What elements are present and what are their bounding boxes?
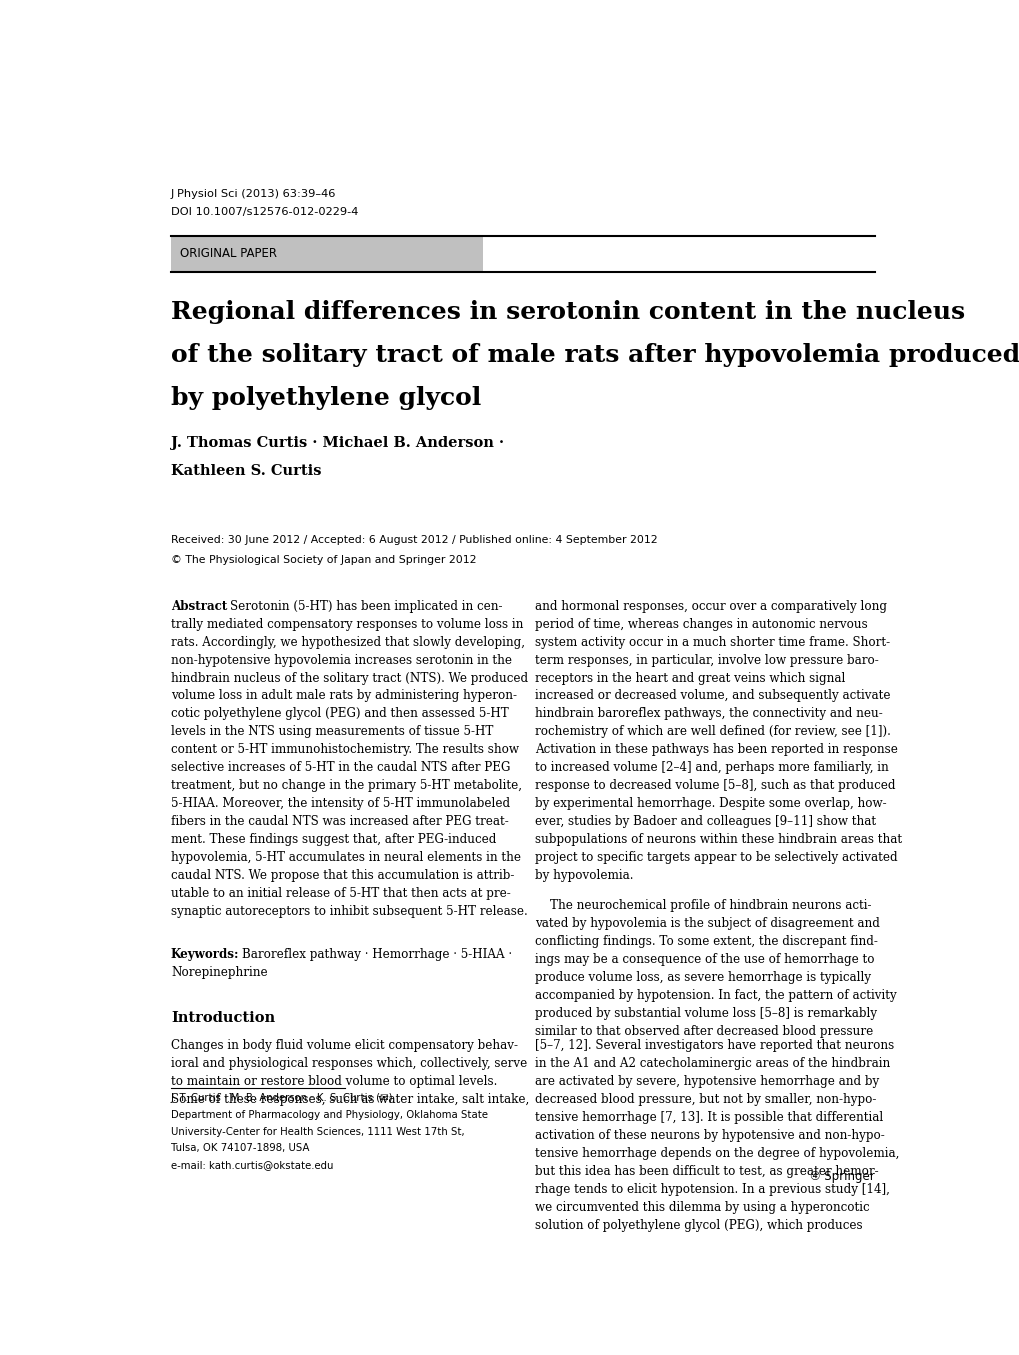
Text: Activation in these pathways has been reported in response: Activation in these pathways has been re… (534, 744, 897, 756)
Text: J Physiol Sci (2013) 63:39–46: J Physiol Sci (2013) 63:39–46 (171, 188, 336, 199)
Text: ment. These findings suggest that, after PEG-induced: ment. These findings suggest that, after… (171, 833, 496, 846)
Text: treatment, but no change in the primary 5-HT metabolite,: treatment, but no change in the primary … (171, 779, 522, 793)
Text: vated by hypovolemia is the subject of disagreement and: vated by hypovolemia is the subject of d… (534, 917, 878, 931)
Text: Received: 30 June 2012 / Accepted: 6 August 2012 / Published online: 4 September: Received: 30 June 2012 / Accepted: 6 Aug… (171, 535, 657, 545)
Text: hindbrain baroreflex pathways, the connectivity and neu-: hindbrain baroreflex pathways, the conne… (534, 707, 881, 721)
Text: synaptic autoreceptors to inhibit subsequent 5-HT release.: synaptic autoreceptors to inhibit subseq… (171, 905, 527, 917)
Text: and hormonal responses, occur over a comparatively long: and hormonal responses, occur over a com… (534, 600, 886, 612)
Text: hypovolemia, 5-HT accumulates in neural elements in the: hypovolemia, 5-HT accumulates in neural … (171, 851, 521, 864)
Text: [5–7, 12]. Several investigators have reported that neurons: [5–7, 12]. Several investigators have re… (534, 1039, 893, 1053)
Text: ever, studies by Badoer and colleagues [9–11] show that: ever, studies by Badoer and colleagues [… (534, 816, 875, 828)
Text: selective increases of 5-HT in the caudal NTS after PEG: selective increases of 5-HT in the cauda… (171, 762, 509, 774)
Text: rats. Accordingly, we hypothesized that slowly developing,: rats. Accordingly, we hypothesized that … (171, 635, 525, 649)
Text: Department of Pharmacology and Physiology, Oklahoma State: Department of Pharmacology and Physiolog… (171, 1110, 487, 1121)
Text: produce volume loss, as severe hemorrhage is typically: produce volume loss, as severe hemorrhag… (534, 972, 870, 984)
Text: rochemistry of which are well defined (for review, see [1]).: rochemistry of which are well defined (f… (534, 725, 890, 738)
Text: Norepinephrine: Norepinephrine (171, 966, 267, 978)
Text: hindbrain nucleus of the solitary tract (NTS). We produced: hindbrain nucleus of the solitary tract … (171, 672, 528, 684)
Text: tensive hemorrhage depends on the degree of hypovolemia,: tensive hemorrhage depends on the degree… (534, 1148, 898, 1160)
FancyBboxPatch shape (171, 237, 483, 271)
Text: by polyethylene glycol: by polyethylene glycol (171, 386, 481, 409)
Text: rhage tends to elicit hypotension. In a previous study [14],: rhage tends to elicit hypotension. In a … (534, 1183, 889, 1196)
Text: J. T. Curtis · M. B. Anderson · K. S. Curtis (✉): J. T. Curtis · M. B. Anderson · K. S. Cu… (171, 1093, 393, 1103)
Text: similar to that observed after decreased blood pressure: similar to that observed after decreased… (534, 1026, 872, 1038)
Text: period of time, whereas changes in autonomic nervous: period of time, whereas changes in auton… (534, 618, 866, 630)
Text: activation of these neurons by hypotensive and non-hypo-: activation of these neurons by hypotensi… (534, 1129, 883, 1142)
Text: cotic polyethylene glycol (PEG) and then assessed 5-HT: cotic polyethylene glycol (PEG) and then… (171, 707, 508, 721)
Text: J. Thomas Curtis · Michael B. Anderson ·: J. Thomas Curtis · Michael B. Anderson · (171, 436, 503, 450)
Text: term responses, in particular, involve low pressure baro-: term responses, in particular, involve l… (534, 653, 877, 667)
Text: to increased volume [2–4] and, perhaps more familiarly, in: to increased volume [2–4] and, perhaps m… (534, 762, 888, 774)
Text: ioral and physiological responses which, collectively, serve: ioral and physiological responses which,… (171, 1057, 527, 1070)
Text: response to decreased volume [5–8], such as that produced: response to decreased volume [5–8], such… (534, 779, 895, 793)
Text: ORIGINAL PAPER: ORIGINAL PAPER (180, 248, 277, 260)
Text: by hypovolemia.: by hypovolemia. (534, 869, 633, 882)
Text: levels in the NTS using measurements of tissue 5-HT: levels in the NTS using measurements of … (171, 725, 493, 738)
Text: increased or decreased volume, and subsequently activate: increased or decreased volume, and subse… (534, 690, 890, 702)
Text: trally mediated compensatory responses to volume loss in: trally mediated compensatory responses t… (171, 618, 523, 630)
Text: project to specific targets appear to be selectively activated: project to specific targets appear to be… (534, 851, 897, 864)
Text: utable to an initial release of 5-HT that then acts at pre-: utable to an initial release of 5-HT tha… (171, 888, 511, 900)
Text: Some of these responses, such as water intake, salt intake,: Some of these responses, such as water i… (171, 1093, 529, 1106)
Text: receptors in the heart and great veins which signal: receptors in the heart and great veins w… (534, 672, 844, 684)
Text: Baroreflex pathway · Hemorrhage · 5-HIAA ·: Baroreflex pathway · Hemorrhage · 5-HIAA… (242, 948, 512, 961)
Text: Tulsa, OK 74107-1898, USA: Tulsa, OK 74107-1898, USA (171, 1144, 309, 1153)
Text: ings may be a consequence of the use of hemorrhage to: ings may be a consequence of the use of … (534, 954, 873, 966)
Text: volume loss in adult male rats by administering hyperon-: volume loss in adult male rats by admini… (171, 690, 517, 702)
Text: to maintain or restore blood volume to optimal levels.: to maintain or restore blood volume to o… (171, 1076, 497, 1088)
Text: system activity occur in a much shorter time frame. Short-: system activity occur in a much shorter … (534, 635, 889, 649)
Text: e-mail: kath.curtis@okstate.edu: e-mail: kath.curtis@okstate.edu (171, 1160, 333, 1171)
Text: of the solitary tract of male rats after hypovolemia produced: of the solitary tract of male rats after… (171, 343, 1019, 367)
Text: content or 5-HT immunohistochemistry. The results show: content or 5-HT immunohistochemistry. Th… (171, 744, 519, 756)
Text: University-Center for Health Sciences, 1111 West 17th St,: University-Center for Health Sciences, 1… (171, 1126, 464, 1137)
Text: by experimental hemorrhage. Despite some overlap, how-: by experimental hemorrhage. Despite some… (534, 797, 886, 810)
Text: conflicting findings. To some extent, the discrepant find-: conflicting findings. To some extent, th… (534, 935, 876, 948)
Text: DOI 10.1007/s12576-012-0229-4: DOI 10.1007/s12576-012-0229-4 (171, 207, 358, 217)
Text: The neurochemical profile of hindbrain neurons acti-: The neurochemical profile of hindbrain n… (534, 900, 870, 912)
Text: caudal NTS. We propose that this accumulation is attrib-: caudal NTS. We propose that this accumul… (171, 869, 514, 882)
Text: Serotonin (5-HT) has been implicated in cen-: Serotonin (5-HT) has been implicated in … (230, 600, 502, 612)
Text: Regional differences in serotonin content in the nucleus: Regional differences in serotonin conten… (171, 301, 964, 324)
Text: solution of polyethylene glycol (PEG), which produces: solution of polyethylene glycol (PEG), w… (534, 1220, 861, 1232)
Text: are activated by severe, hypotensive hemorrhage and by: are activated by severe, hypotensive hem… (534, 1076, 878, 1088)
Text: non-hypotensive hypovolemia increases serotonin in the: non-hypotensive hypovolemia increases se… (171, 653, 512, 667)
Text: 5-HIAA. Moreover, the intensity of 5-HT immunolabeled: 5-HIAA. Moreover, the intensity of 5-HT … (171, 797, 509, 810)
Text: fibers in the caudal NTS was increased after PEG treat-: fibers in the caudal NTS was increased a… (171, 816, 508, 828)
Text: Kathleen S. Curtis: Kathleen S. Curtis (171, 465, 321, 478)
Text: Changes in body fluid volume elicit compensatory behav-: Changes in body fluid volume elicit comp… (171, 1039, 518, 1053)
Text: subpopulations of neurons within these hindbrain areas that: subpopulations of neurons within these h… (534, 833, 901, 846)
Text: decreased blood pressure, but not by smaller, non-hypo-: decreased blood pressure, but not by sma… (534, 1093, 875, 1106)
Text: but this idea has been difficult to test, as greater hemor-: but this idea has been difficult to test… (534, 1165, 877, 1177)
Text: Keywords:: Keywords: (171, 948, 239, 961)
Text: Abstract: Abstract (171, 600, 227, 612)
Text: produced by substantial volume loss [5–8] is remarkably: produced by substantial volume loss [5–8… (534, 1007, 876, 1020)
Text: tensive hemorrhage [7, 13]. It is possible that differential: tensive hemorrhage [7, 13]. It is possib… (534, 1111, 882, 1125)
Text: we circumvented this dilemma by using a hyperoncotic: we circumvented this dilemma by using a … (534, 1201, 868, 1214)
Text: Introduction: Introduction (171, 1011, 275, 1024)
Text: ④ Springer: ④ Springer (809, 1169, 873, 1183)
Text: accompanied by hypotension. In fact, the pattern of activity: accompanied by hypotension. In fact, the… (534, 989, 896, 1003)
Text: © The Physiological Society of Japan and Springer 2012: © The Physiological Society of Japan and… (171, 556, 476, 565)
Text: in the A1 and A2 catecholaminergic areas of the hindbrain: in the A1 and A2 catecholaminergic areas… (534, 1057, 889, 1070)
